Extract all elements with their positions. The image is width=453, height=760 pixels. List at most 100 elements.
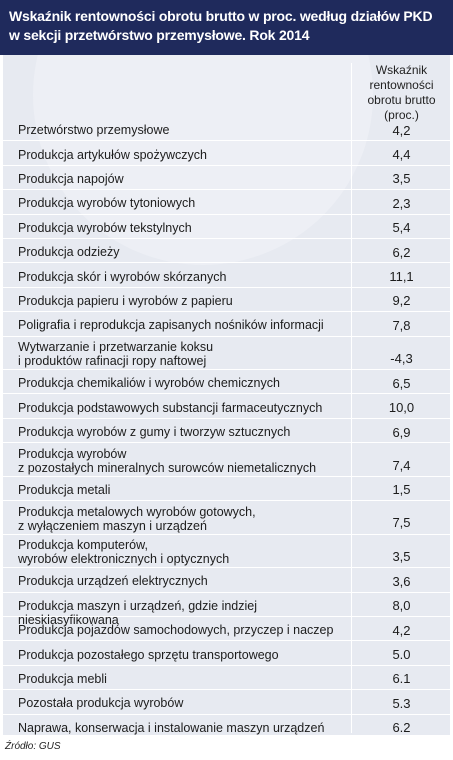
table-row: Produkcja urządzeń elektrycznych 3,6 [3, 568, 450, 593]
table-row: Produkcja artykułów spożywczych 4,4 [3, 141, 450, 166]
table-row: Produkcja podstawowych substancji farmac… [3, 395, 450, 419]
row-category: Pozostała produkcja wyrobów [18, 696, 184, 711]
row-separator [3, 664, 450, 666]
row-separator [3, 500, 450, 502]
table-row: Produkcja mebli 6.1 [3, 666, 450, 691]
table-row: Produkcja pojazdów samochodowych, przycz… [3, 617, 450, 642]
table-row: Produkcja napojów 3,5 [3, 166, 450, 191]
table-row: Produkcja chemikaliów i wyrobów chemiczn… [3, 370, 450, 395]
row-value: 7,8 [392, 317, 411, 333]
row-value: 5,4 [392, 220, 411, 236]
row-separator [3, 286, 450, 288]
row-category: Produkcja artykułów spożywczych [18, 147, 207, 162]
table-row: Produkcja wyrobów tytoniowych 2,3 [3, 190, 450, 215]
row-value: 6.2 [392, 720, 411, 735]
row-separator [3, 140, 450, 142]
row-separator [3, 567, 450, 569]
row-category: Przetwórstwo przemysłowe [18, 123, 170, 138]
row-separator [3, 311, 450, 313]
row-category: Produkcja napojów [18, 171, 124, 186]
row-separator [3, 213, 450, 215]
table-row: Produkcja maszyn i urządzeń, gdzie indzi… [3, 593, 450, 627]
title-line-2: w sekcji przetwórstwo przemysłowe. Rok 2… [9, 27, 310, 43]
row-category: Produkcja skór i wyrobów skórzanych [18, 269, 227, 284]
row-category: Produkcja odzieży [18, 245, 120, 260]
row-separator [3, 689, 450, 691]
title-bar: Wskaźnik rentowności obrotu brutto w pro… [0, 0, 453, 55]
table-row: Produkcja odzieży 6,2 [3, 239, 450, 264]
table-row: Produkcja pozostałego sprzętu transporto… [3, 641, 450, 666]
row-separator [3, 417, 450, 419]
row-value: 9,2 [392, 293, 411, 309]
row-value: 3,5 [392, 548, 411, 564]
row-separator [3, 164, 450, 166]
row-category: Produkcja papieru i wyrobów z papieru [18, 293, 233, 308]
table-row: Produkcja skór i wyrobów skórzanych 11,1 [3, 263, 450, 288]
row-value: 2,3 [392, 195, 411, 211]
table-row: Produkcja metali 1,5 [3, 477, 450, 502]
table-row: Produkcja wyrobów z pozostałych mineraln… [3, 443, 450, 477]
row-separator [3, 237, 450, 239]
table-row: Produkcja papieru i wyrobów z papieru 9,2 [3, 288, 450, 313]
row-category: Produkcja komputerów, wyrobów elektronic… [18, 538, 230, 567]
table-row: Wytwarzanie i przetwarzanie koksu i prod… [3, 337, 450, 371]
row-separator [3, 640, 450, 642]
row-value: 6,5 [392, 375, 411, 391]
row-value: 7,5 [392, 515, 411, 531]
table-row: Poligrafia i reprodukcja zapisanych nośn… [3, 312, 450, 337]
table-row: Naprawa, konserwacja i instalowanie masz… [3, 715, 450, 735]
row-category: Produkcja wyrobów z gumy i tworzyw sztuc… [18, 425, 291, 440]
row-category: Produkcja mebli [18, 671, 107, 686]
row-value: 4,2 [392, 622, 411, 638]
table-panel: Wskaźnik rentowności obrotu brutto (proc.) … [3, 55, 450, 735]
row-category: Produkcja metalowych wyrobów gotowych, z… [18, 504, 256, 533]
row-separator [3, 591, 450, 593]
row-value: 6,2 [392, 244, 411, 260]
row-category: Produkcja metali [18, 482, 111, 497]
row-category: Produkcja wyrobów z pozostałych mineraln… [18, 447, 317, 476]
row-separator [3, 189, 450, 191]
row-category: Poligrafia i reprodukcja zapisanych nośn… [18, 318, 324, 333]
source-note: Źródło: GUS [5, 741, 61, 752]
table-row: Produkcja wyrobów z gumy i tworzyw sztuc… [3, 419, 450, 444]
row-value: 1,5 [392, 482, 411, 498]
row-value: 3,6 [392, 573, 411, 589]
column-header-line: Wskaźnik [375, 63, 428, 77]
row-value: 3,5 [392, 171, 411, 187]
row-value: 11,1 [389, 269, 414, 285]
column-header-line: obrotu brutto [367, 93, 436, 107]
table-row: Produkcja komputerów, wyrobów elektronic… [3, 535, 450, 569]
row-category: Wytwarzanie i przetwarzanie koksu i prod… [18, 340, 214, 369]
table-row: Produkcja metalowych wyrobów gotowych, z… [3, 501, 450, 535]
column-header-line: rentowności [369, 78, 434, 92]
row-category: Naprawa, konserwacja i instalowanie masz… [18, 720, 325, 735]
row-separator [3, 262, 450, 264]
title-line-1: Wskaźnik rentowności obrotu brutto w pro… [9, 8, 433, 24]
row-value: 7,4 [392, 457, 411, 473]
row-separator [3, 442, 450, 444]
row-value: 4,4 [392, 147, 411, 163]
table-row: Pozostała produkcja wyrobów 5.3 [3, 690, 450, 715]
row-category: Produkcja urządzeń elektrycznych [18, 574, 208, 589]
row-value: 8,0 [392, 598, 411, 614]
row-separator [3, 335, 450, 337]
row-separator [3, 393, 450, 395]
row-separator [3, 615, 450, 617]
column-header-line: (proc.) [384, 108, 419, 122]
table-row: Przetwórstwo przemysłowe 4,2 [3, 117, 450, 142]
row-category: Produkcja wyrobów tekstylnych [18, 220, 192, 235]
row-value: 5.0 [392, 647, 411, 663]
row-category: Produkcja podstawowych substancji farmac… [18, 400, 323, 415]
row-value: 4,2 [392, 122, 411, 138]
row-category: Produkcja wyrobów tytoniowych [18, 196, 196, 211]
table-row: Produkcja wyrobów tekstylnych 5,4 [3, 215, 450, 239]
row-category: Produkcja pozostałego sprzętu transporto… [18, 647, 279, 662]
row-separator [3, 475, 450, 477]
row-value: 6,9 [392, 424, 411, 440]
row-category: Produkcja pojazdów samochodowych, przycz… [18, 623, 334, 638]
row-category: Produkcja chemikaliów i wyrobów chemiczn… [18, 376, 280, 391]
row-value: 5.3 [392, 695, 411, 711]
row-separator [3, 533, 450, 535]
row-separator [3, 369, 450, 371]
column-header: Wskaźnik rentowności obrotu brutto (proc.) [353, 63, 450, 123]
